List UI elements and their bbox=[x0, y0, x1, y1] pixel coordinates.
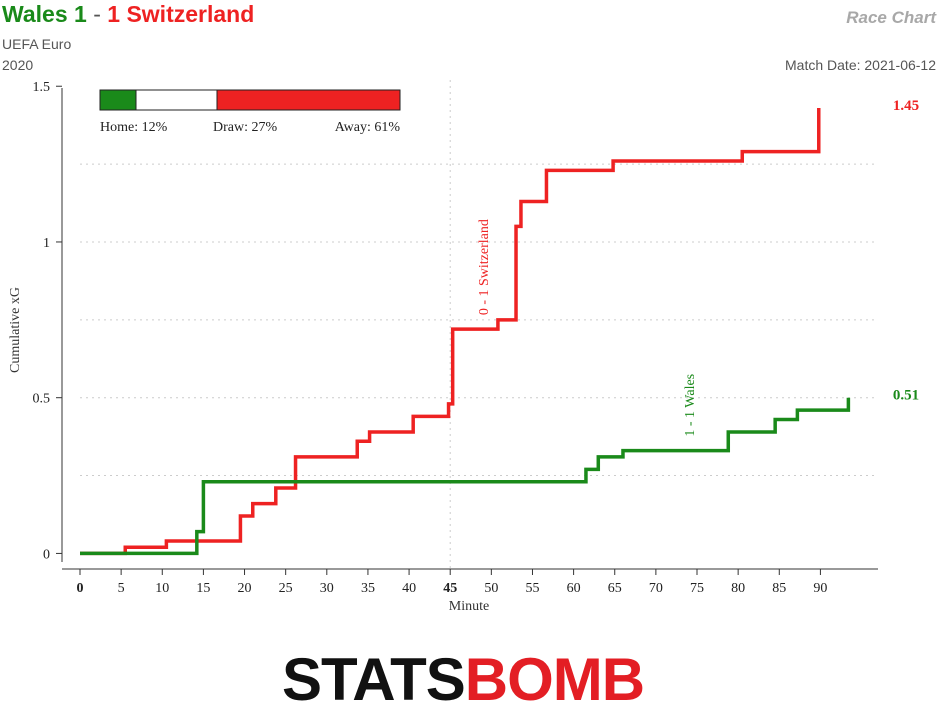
y-tick-label: 1.5 bbox=[33, 80, 51, 95]
logo-part-stats: STATS bbox=[282, 646, 466, 713]
away-final-xg-label: 1.45 bbox=[893, 98, 919, 114]
away-score: 1 bbox=[107, 1, 121, 27]
x-tick-label: 55 bbox=[525, 581, 539, 596]
away-xg-line bbox=[80, 108, 821, 556]
x-tick-label: 30 bbox=[320, 581, 334, 596]
x-tick-label: 85 bbox=[772, 581, 786, 596]
x-tick-label: 20 bbox=[238, 581, 252, 596]
away-goal-label: 0 - 1 Switzerland bbox=[477, 219, 492, 315]
x-tick-label: 25 bbox=[279, 581, 293, 596]
score-separator: - bbox=[93, 1, 101, 27]
x-tick-label: 90 bbox=[813, 581, 827, 596]
home-team-name: Wales bbox=[2, 1, 68, 27]
series-lines: 1.45 0 - 1 Switzerland 0.51 1 - 1 Wales bbox=[80, 98, 919, 556]
home-final-xg-label: 0.51 bbox=[893, 388, 919, 404]
home-score: 1 bbox=[74, 1, 87, 27]
season-label: 2020 bbox=[2, 57, 34, 73]
x-tick-label: 50 bbox=[484, 581, 498, 596]
competition-label: UEFA Euro bbox=[2, 36, 72, 52]
statsbomb-logo: STATSBOMB bbox=[282, 650, 645, 710]
home-goal-label: 1 - 1 Wales bbox=[683, 374, 698, 437]
away-team-name: Switzerland bbox=[126, 1, 255, 27]
match-date: Match Date: 2021-06-12 bbox=[785, 57, 936, 73]
outcome-draw-segment bbox=[135, 89, 218, 111]
logo-part-bomb: BOMB bbox=[464, 646, 645, 713]
x-tick-label: 70 bbox=[649, 581, 663, 596]
y-tick-label: 0 bbox=[43, 547, 50, 562]
home-xg-line bbox=[80, 397, 851, 556]
x-axis-label: Minute bbox=[449, 599, 489, 614]
x-tick-label: 35 bbox=[361, 581, 375, 596]
y-tick-label: 1 bbox=[43, 236, 50, 251]
x-tick-label: 65 bbox=[608, 581, 622, 596]
x-tick-label: 75 bbox=[690, 581, 704, 596]
x-tick-label: 10 bbox=[155, 581, 169, 596]
outcome-home-label: Home: 12% bbox=[100, 120, 168, 135]
x-tick-label: 40 bbox=[402, 581, 416, 596]
outcome-away-label: Away: 61% bbox=[335, 120, 401, 135]
y-tick-label: 0.5 bbox=[33, 392, 51, 407]
outcome-home-segment bbox=[99, 89, 137, 111]
x-tick-label: 60 bbox=[567, 581, 581, 596]
gridlines bbox=[80, 80, 878, 569]
match-title: Wales 1 - 1 Switzerland bbox=[2, 1, 254, 28]
race-chart: 0 5 10 15 20 25 30 35 40 45 50 55 60 65 70 75 80 85 90 0 0.5… bbox=[8, 80, 919, 614]
outcome-draw-label: Draw: 27% bbox=[213, 120, 277, 135]
x-tick-label: 5 bbox=[118, 581, 125, 596]
chart-kind-label: Race Chart bbox=[846, 8, 936, 27]
outcome-away-segment bbox=[216, 89, 401, 111]
axes: 0 5 10 15 20 25 30 35 40 45 50 55 60 65 70 75 80 85 90 0 0.5… bbox=[33, 80, 878, 596]
x-tick-label: 80 bbox=[731, 581, 745, 596]
x-tick-label: 0 bbox=[77, 581, 84, 596]
x-tick-label: 15 bbox=[196, 581, 210, 596]
x-tick-label: 45 bbox=[443, 581, 457, 596]
y-axis-label: Cumulative xG bbox=[8, 287, 23, 373]
outcome-bar: Home: 12% Draw: 27% Away: 61% bbox=[99, 89, 401, 135]
